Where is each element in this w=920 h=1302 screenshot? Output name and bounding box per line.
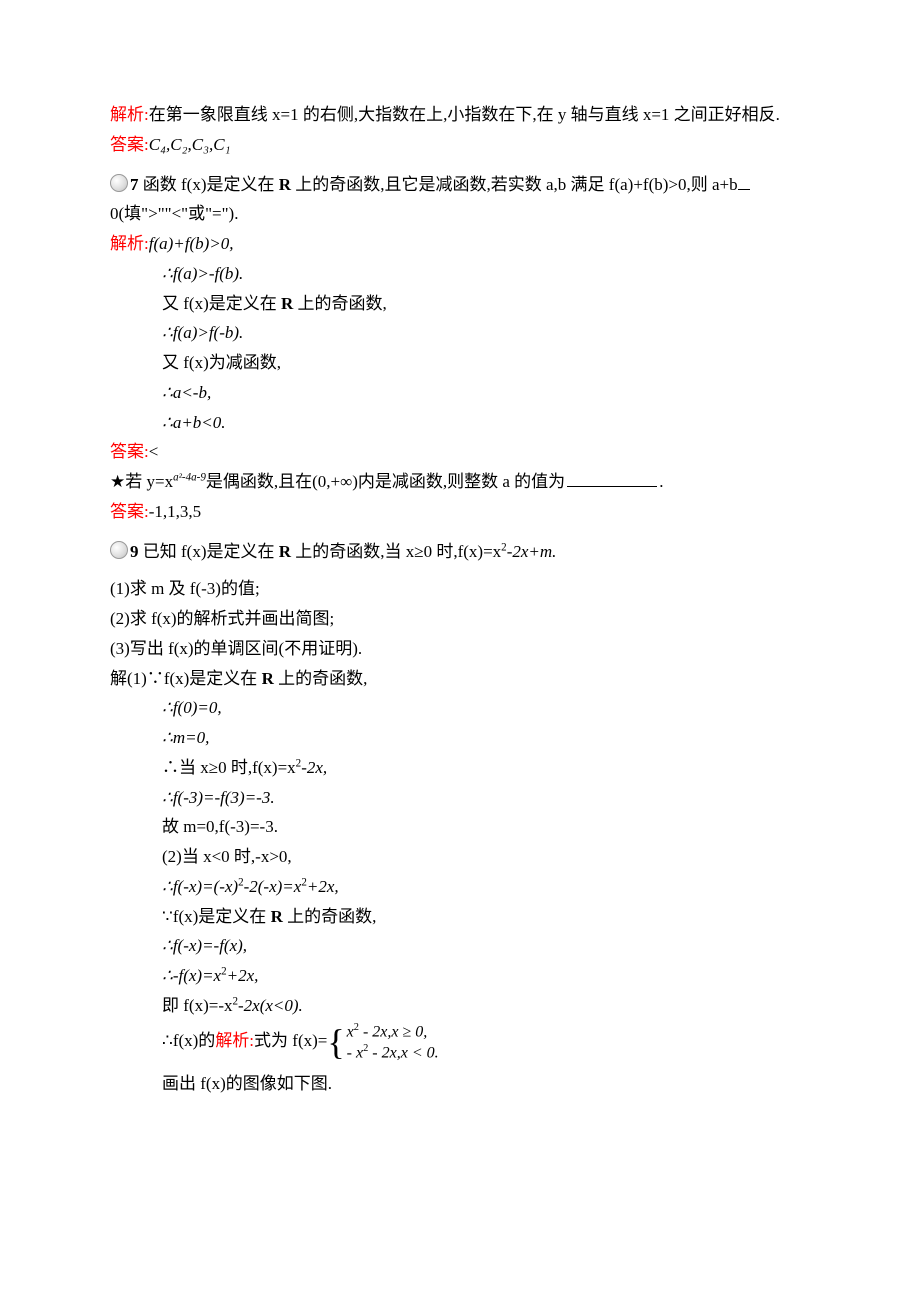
p9-s4: ∴当 x≥0 时,f(x)=x2-2x,: [110, 753, 810, 783]
set-R: R: [279, 542, 291, 561]
p7-stem-line1: 7 函数 f(x)是定义在 R 上的奇函数,且它是减函数,若实数 a,b 满足 …: [110, 170, 810, 200]
p9-s8c: +2x,: [307, 877, 339, 896]
p9-s13b: 式为 f(x)=: [254, 1031, 327, 1050]
p9-s9b: 上的奇函数,: [283, 907, 377, 926]
p9-number: 9: [130, 542, 139, 561]
bullet-icon: [110, 541, 128, 559]
p9-s8: ∴f(-x)=(-x)2-2(-x)=x2+2x,: [110, 872, 810, 902]
p9-s9a: ∵f(x)是定义在: [162, 907, 271, 926]
answer-label: 答案:: [110, 502, 149, 521]
p9-s3: ∴m=0,: [110, 723, 810, 753]
p7-a1: f(a)+f(b)>0,: [149, 234, 234, 253]
p9-q2: (2)求 f(x)的解析式并画出简图;: [110, 604, 810, 634]
p9-s5: ∴f(-3)=-f(3)=-3.: [110, 783, 810, 813]
p9-stem-1b: 上的奇函数,当 x≥0 时,f(x)=x: [291, 542, 501, 561]
p7-stem-3: 0(填">""<"或"=").: [110, 204, 238, 223]
analysis-label: 解析:: [110, 234, 149, 253]
p7-a3: 又 f(x)是定义在 R 上的奇函数,: [110, 289, 810, 319]
piecewise-case-2: - x2 - 2x,x < 0.: [347, 1042, 439, 1063]
fill-blank: [738, 189, 750, 190]
brace-icon: {: [327, 1024, 344, 1060]
p9-s12: 即 f(x)=-x2-2x(x<0).: [110, 991, 810, 1021]
set-R: R: [281, 294, 293, 313]
p7-a6: ∴a<-b,: [110, 378, 810, 408]
p7-a7: ∴a+b<0.: [110, 408, 810, 438]
p7-answer: 答案:<: [110, 437, 810, 467]
p9-s11b: +2x,: [227, 966, 259, 985]
bullet-icon: [110, 174, 128, 192]
p6-analysis: 解析:在第一象限直线 x=1 的右侧,大指数在上,小指数在下,在 y 轴与直线 …: [110, 100, 810, 130]
star-icon: ★: [110, 472, 125, 491]
p9-s4a: ∴当 x≥0 时,f(x)=x: [162, 758, 296, 777]
piecewise-case-1: x2 - 2x,x ≥ 0,: [347, 1021, 439, 1042]
p9-s8b: -2(-x)=x: [244, 877, 302, 896]
p6-answer-text: C₄,C₂,C₃,C₁: [149, 135, 231, 154]
piecewise-function: {x2 - 2x,x ≥ 0, - x2 - 2x,x < 0.: [327, 1021, 438, 1064]
p7-a3-2: 上的奇函数,: [293, 294, 387, 313]
p8-stem: ★若 y=xa²-4a-9是偶函数,且在(0,+∞)内是减函数,则整数 a 的值…: [110, 467, 810, 497]
p9-s13a: ∴f(x)的: [162, 1031, 215, 1050]
p9-stem-1c: -2x+m.: [507, 542, 557, 561]
p8-answer-text: -1,1,3,5: [149, 502, 201, 521]
p7-stem-2: 上的奇函数,且它是减函数,若实数 a,b 满足 f(a)+f(b)>0,则 a+…: [291, 175, 738, 194]
p8-answer: 答案:-1,1,3,5: [110, 497, 810, 527]
p9-s7: (2)当 x<0 时,-x>0,: [110, 842, 810, 872]
p9-s12a: 即 f(x)=-x: [162, 996, 232, 1015]
set-R: R: [262, 669, 274, 688]
p7-a5: 又 f(x)为减函数,: [110, 348, 810, 378]
p7-a4: ∴f(a)>f(-b).: [110, 318, 810, 348]
p9-sol-1a: 解(1)∵f(x)是定义在: [110, 669, 262, 688]
p6-answer: 答案:C₄,C₂,C₃,C₁: [110, 130, 810, 160]
set-R: R: [279, 175, 291, 194]
p8-stem-1: 若 y=x: [125, 472, 173, 491]
p6-analysis-text: 在第一象限直线 x=1 的右侧,大指数在上,小指数在下,在 y 轴与直线 x=1…: [149, 105, 780, 124]
p9-stem-1a: 已知 f(x)是定义在: [139, 542, 279, 561]
p7-number: 7: [130, 175, 139, 194]
p8-stem-3: .: [659, 472, 663, 491]
p7-stem-line2: 0(填">""<"或"=").: [110, 199, 810, 229]
piecewise-cases: x2 - 2x,x ≥ 0, - x2 - 2x,x < 0.: [347, 1021, 439, 1064]
p9-s11a: ∴-f(x)=x: [162, 966, 221, 985]
answer-label: 答案:: [110, 135, 149, 154]
p8-stem-2: 是偶函数,且在(0,+∞)内是减函数,则整数 a 的值为: [206, 472, 565, 491]
p8-exponent: a²-4a-9: [173, 471, 206, 483]
p7-analysis-line1: 解析:f(a)+f(b)>0,: [110, 229, 810, 259]
fill-blank: [567, 486, 657, 487]
p9-s14: 画出 f(x)的图像如下图.: [110, 1069, 810, 1099]
p9-sol-1: 解(1)∵f(x)是定义在 R 上的奇函数,: [110, 664, 810, 694]
p9-s10: ∴f(-x)=-f(x),: [110, 931, 810, 961]
p9-sol-1b: 上的奇函数,: [274, 669, 368, 688]
analysis-label: 解析:: [215, 1031, 254, 1050]
p9-s12b: -2x(x<0).: [238, 996, 303, 1015]
p9-s2: ∴f(0)=0,: [110, 693, 810, 723]
p9-q1: (1)求 m 及 f(-3)的值;: [110, 574, 810, 604]
set-R: R: [271, 907, 283, 926]
p9-s11: ∴-f(x)=x2+2x,: [110, 961, 810, 991]
p9-s9: ∵f(x)是定义在 R 上的奇函数,: [110, 902, 810, 932]
p9-s8a: ∴f(-x)=(-x): [162, 877, 238, 896]
p7-a2: ∴f(a)>-f(b).: [110, 259, 810, 289]
analysis-label: 解析:: [110, 105, 149, 124]
p9-s6: 故 m=0,f(-3)=-3.: [110, 812, 810, 842]
p7-answer-text: <: [149, 442, 159, 461]
answer-label: 答案:: [110, 442, 149, 461]
p7-stem-1: 函数 f(x)是定义在: [139, 175, 279, 194]
p7-a3-1: 又 f(x)是定义在: [162, 294, 281, 313]
p9-q3: (3)写出 f(x)的单调区间(不用证明).: [110, 634, 810, 664]
p9-s13: ∴f(x)的解析:式为 f(x)={x2 - 2x,x ≥ 0, - x2 - …: [110, 1021, 810, 1064]
p9-stem: 9 已知 f(x)是定义在 R 上的奇函数,当 x≥0 时,f(x)=x2-2x…: [110, 537, 810, 567]
p9-s4b: -2x,: [301, 758, 327, 777]
